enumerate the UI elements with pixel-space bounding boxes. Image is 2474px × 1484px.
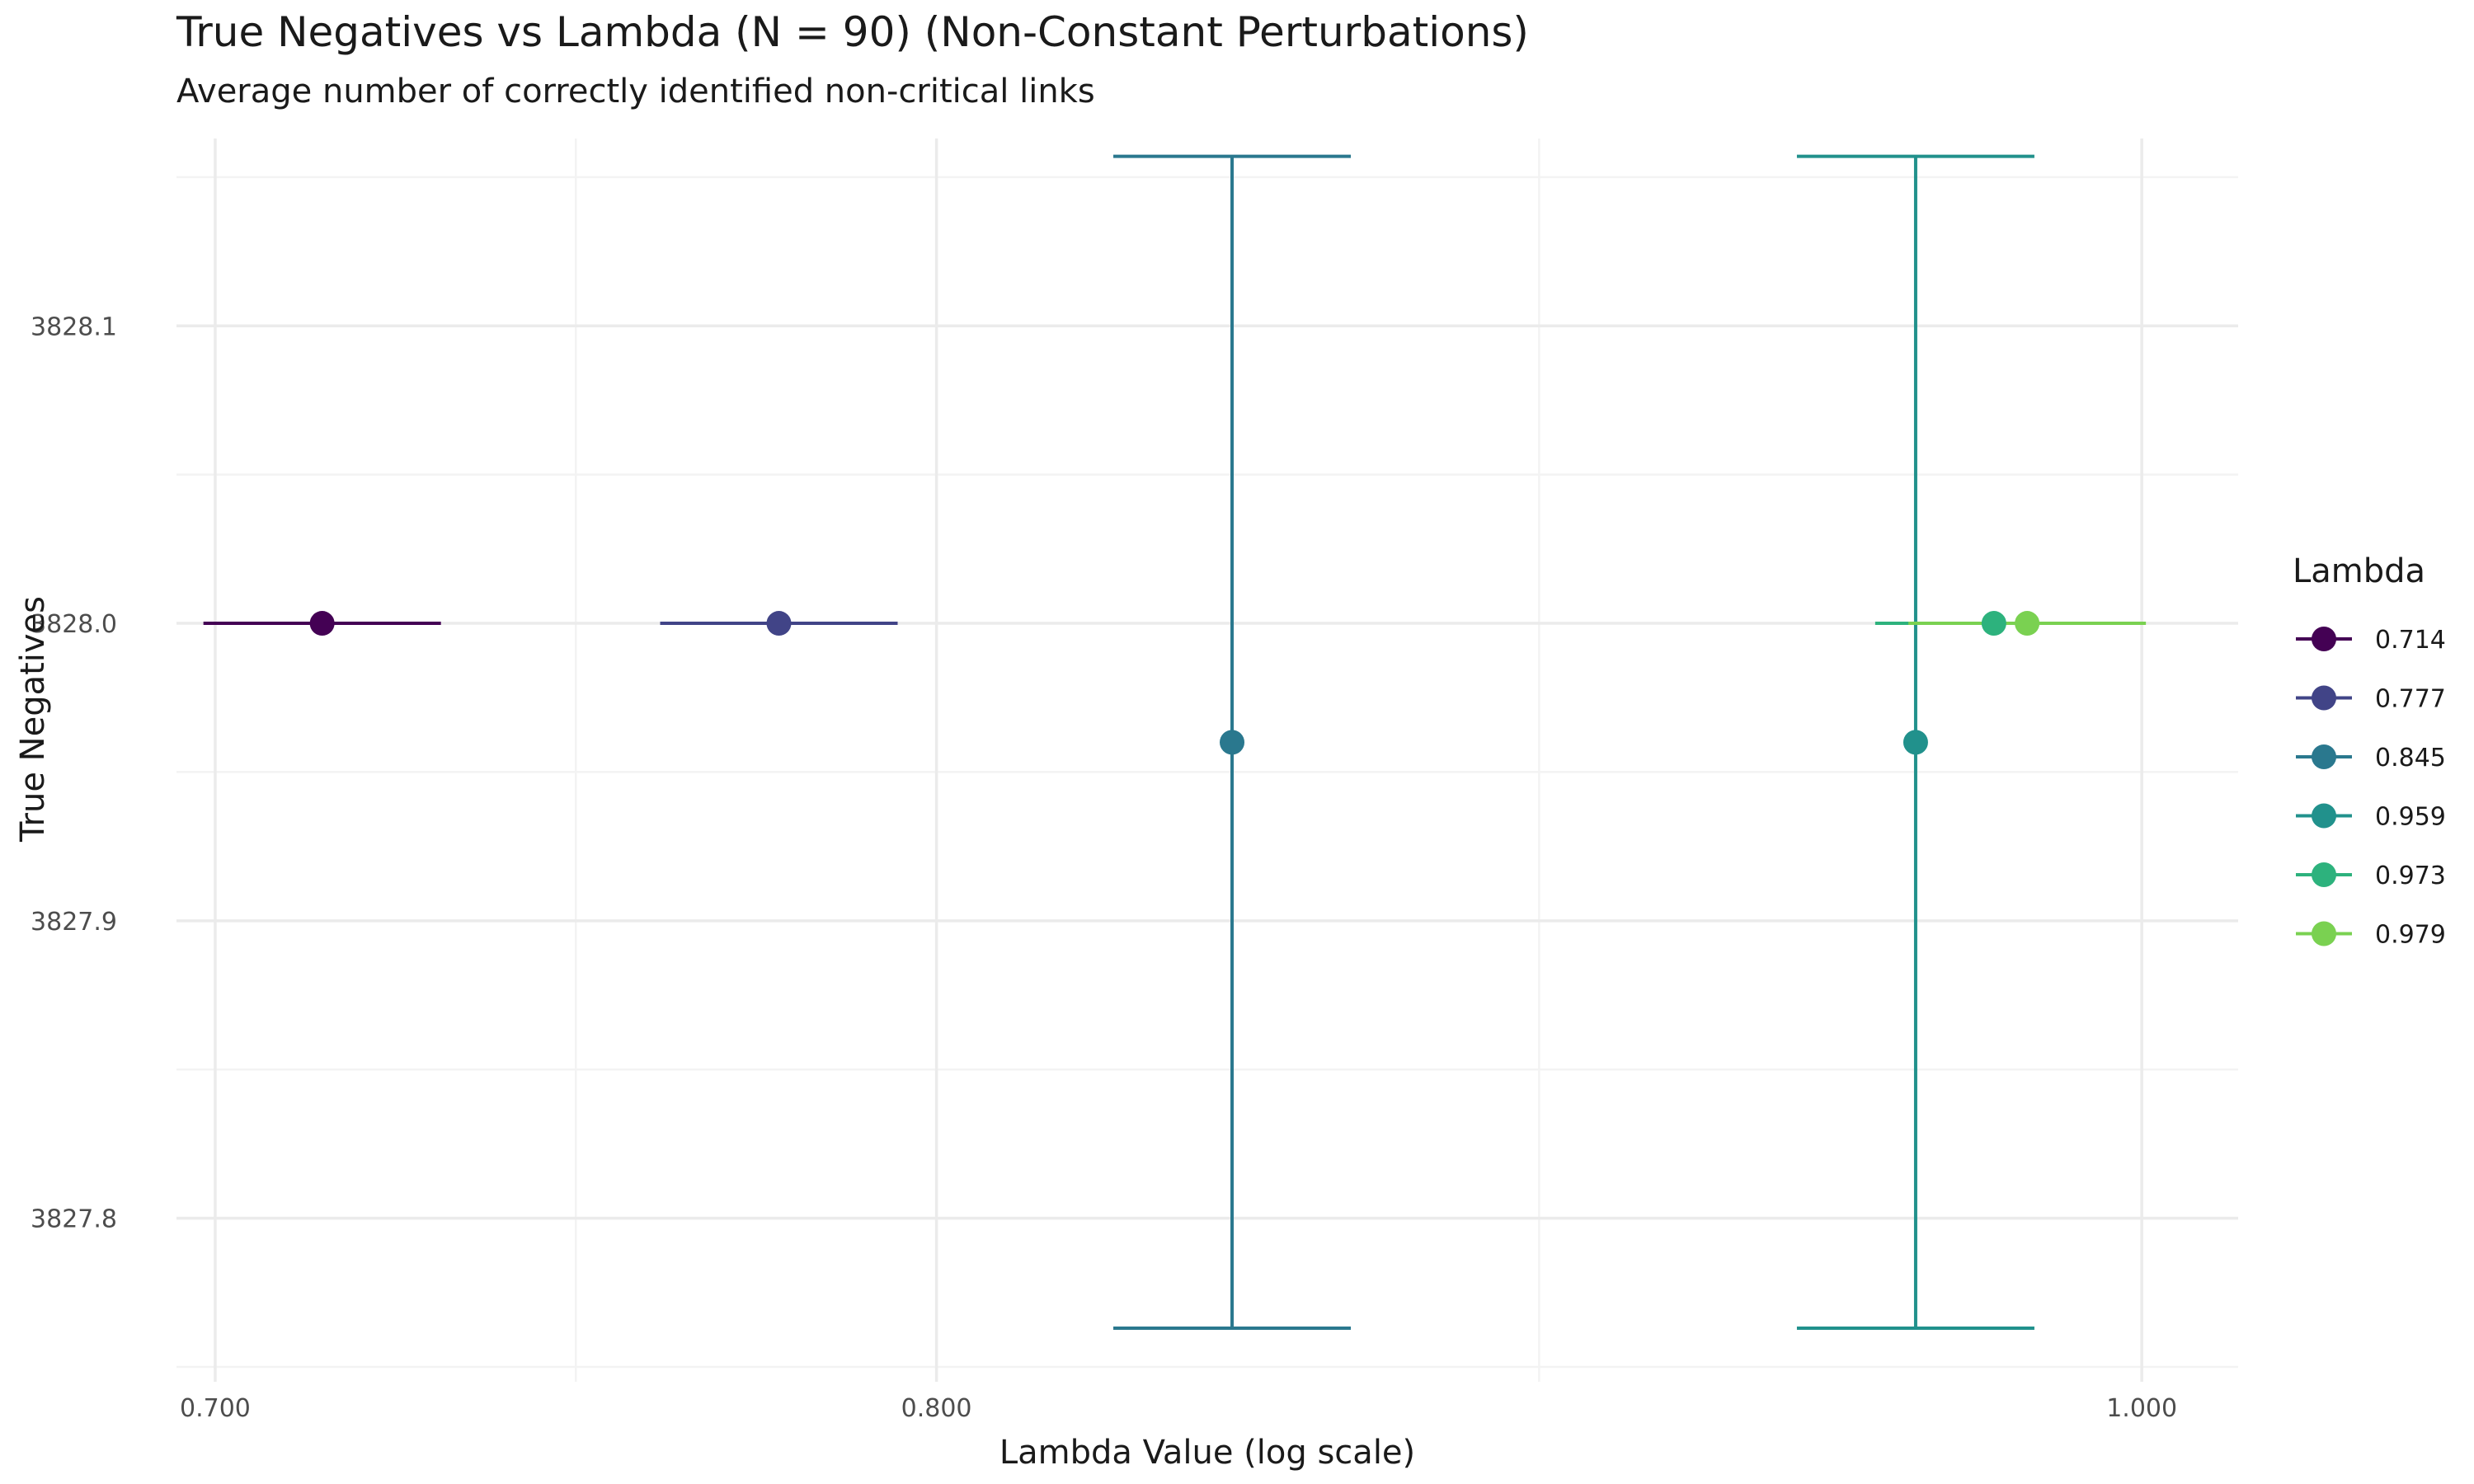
y-axis-title: True Negatives — [14, 596, 52, 843]
legend-title: Lambda — [2293, 552, 2425, 590]
grid-layer — [176, 139, 2238, 1382]
data-point — [2015, 611, 2040, 636]
chart-subtitle: Average number of correctly identified n… — [176, 73, 1095, 110]
legend-key-point — [2312, 685, 2336, 711]
legend-label: 0.973 — [2375, 862, 2446, 890]
data-point — [1981, 611, 2006, 636]
legend-item: 0.714 — [2296, 626, 2446, 655]
legend-item: 0.845 — [2296, 744, 2446, 773]
legend-label: 0.777 — [2375, 685, 2446, 714]
data-point — [309, 611, 335, 636]
legend-label: 0.959 — [2375, 803, 2446, 832]
legend-key-point — [2312, 803, 2336, 829]
legend-item: 0.959 — [2296, 803, 2446, 832]
x-tick-label: 0.800 — [901, 1394, 972, 1423]
legend-label: 0.845 — [2375, 744, 2446, 773]
y-tick-label: 3827.9 — [31, 908, 117, 937]
y-tick-label: 3828.1 — [31, 312, 117, 341]
legend: Lambda 0.714 0.777 0.845 0.959 0.973 0.979 — [2293, 552, 2446, 950]
y-tick-label: 3827.8 — [31, 1205, 117, 1234]
chart-title: True Negatives vs Lambda (N = 90) (Non-C… — [176, 8, 1529, 56]
legend-key-point — [2312, 627, 2336, 651]
legend-key-point — [2312, 744, 2336, 769]
legend-label: 0.714 — [2375, 626, 2446, 655]
y-tick-label: 3828.0 — [31, 610, 117, 639]
legend-label: 0.979 — [2375, 921, 2446, 950]
legend-key-point — [2312, 921, 2336, 946]
legend-key-point — [2312, 862, 2336, 887]
data-point — [1220, 730, 1245, 755]
marks-layer — [203, 154, 2147, 1331]
data-point — [1903, 730, 1928, 755]
data-point — [766, 611, 792, 636]
x-axis-title: Lambda Value (log scale) — [999, 1434, 1415, 1472]
legend-item: 0.777 — [2296, 685, 2446, 714]
x-tick-label: 1.000 — [2106, 1394, 2177, 1423]
tick-layer: 3827.8 3827.9 3828.0 3828.1 0.700 0.800 1.000 — [31, 312, 2177, 1423]
legend-item: 0.979 — [2296, 921, 2446, 950]
legend-item: 0.973 — [2296, 862, 2446, 890]
x-tick-label: 0.700 — [180, 1394, 251, 1423]
